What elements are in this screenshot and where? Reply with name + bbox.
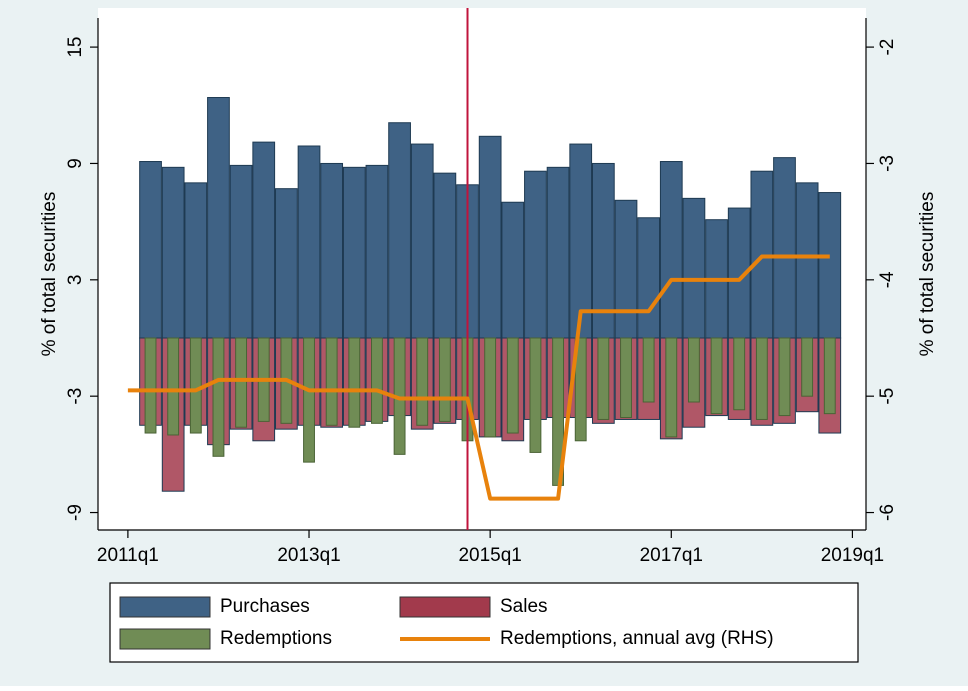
y-tick-label: 9 bbox=[65, 158, 86, 169]
bar bbox=[184, 182, 208, 339]
y-axis-title: % of total securities bbox=[39, 192, 60, 357]
legend-label: Purchases bbox=[220, 596, 310, 617]
legend-swatch bbox=[119, 596, 211, 618]
bar bbox=[320, 162, 344, 339]
bar bbox=[546, 166, 570, 339]
bar bbox=[438, 337, 451, 422]
x-tick-label: 2011q1 bbox=[97, 545, 159, 566]
legend-swatch bbox=[399, 596, 491, 618]
bar bbox=[823, 337, 836, 415]
bar bbox=[659, 161, 683, 339]
bar bbox=[139, 161, 162, 339]
bar bbox=[416, 337, 429, 426]
bar bbox=[733, 337, 746, 411]
y2-axis-title: % of total securities bbox=[917, 192, 938, 357]
bar bbox=[161, 166, 185, 339]
bar bbox=[167, 337, 180, 436]
bar bbox=[252, 141, 276, 339]
bar bbox=[795, 182, 819, 339]
bar bbox=[144, 337, 157, 434]
bar bbox=[371, 337, 383, 424]
bar bbox=[569, 143, 593, 339]
bar bbox=[229, 164, 253, 339]
bar bbox=[642, 337, 655, 403]
bar bbox=[275, 188, 298, 339]
y2-tick-label: -5 bbox=[877, 388, 898, 405]
bar bbox=[524, 170, 547, 339]
y-tick-label: -9 bbox=[65, 504, 86, 521]
legend bbox=[109, 582, 859, 663]
bar bbox=[597, 337, 610, 420]
y-tick-label: -3 bbox=[65, 388, 86, 405]
x-tick-label: 2017q1 bbox=[640, 545, 703, 566]
bar bbox=[614, 199, 638, 339]
y-tick-label: 15 bbox=[65, 37, 86, 58]
bar bbox=[410, 143, 434, 339]
bar bbox=[235, 337, 248, 428]
bar bbox=[484, 337, 497, 438]
bar bbox=[325, 337, 338, 426]
legend-label: Redemptions bbox=[220, 628, 332, 649]
bar bbox=[388, 122, 411, 339]
bar bbox=[755, 337, 768, 420]
bar bbox=[818, 192, 842, 339]
bar bbox=[297, 145, 321, 339]
y2-tick-label: -2 bbox=[877, 39, 898, 56]
bar bbox=[687, 337, 700, 403]
line bbox=[127, 254, 830, 501]
legend-label: Redemptions, annual avg (RHS) bbox=[500, 628, 774, 649]
bar bbox=[665, 337, 678, 438]
bar bbox=[801, 337, 814, 397]
y2-tick-label: -6 bbox=[877, 504, 898, 521]
bar bbox=[682, 197, 706, 339]
x-tick-label: 2013q1 bbox=[277, 545, 340, 566]
bar bbox=[212, 337, 225, 457]
bar bbox=[637, 217, 661, 339]
bar bbox=[773, 157, 796, 339]
bar bbox=[342, 166, 366, 339]
bar bbox=[501, 201, 525, 339]
bar bbox=[620, 337, 632, 419]
bar bbox=[506, 337, 519, 434]
y-tick-label: 3 bbox=[65, 275, 86, 286]
x-tick-label: 2015q1 bbox=[458, 545, 521, 566]
y2-tick-label: -4 bbox=[877, 271, 898, 288]
legend-label: Sales bbox=[500, 596, 548, 617]
y2-tick-label: -3 bbox=[877, 155, 898, 172]
bar bbox=[710, 337, 723, 415]
x-tick-label: 2019q1 bbox=[821, 545, 884, 566]
bar bbox=[478, 135, 502, 339]
bar bbox=[778, 337, 791, 417]
bar bbox=[574, 337, 587, 442]
bar bbox=[207, 97, 230, 339]
bar bbox=[348, 337, 361, 428]
bar bbox=[433, 172, 457, 339]
bar bbox=[189, 337, 202, 434]
bar bbox=[365, 164, 389, 339]
legend-swatch bbox=[119, 628, 211, 650]
bar bbox=[303, 337, 315, 463]
bar bbox=[529, 337, 542, 453]
